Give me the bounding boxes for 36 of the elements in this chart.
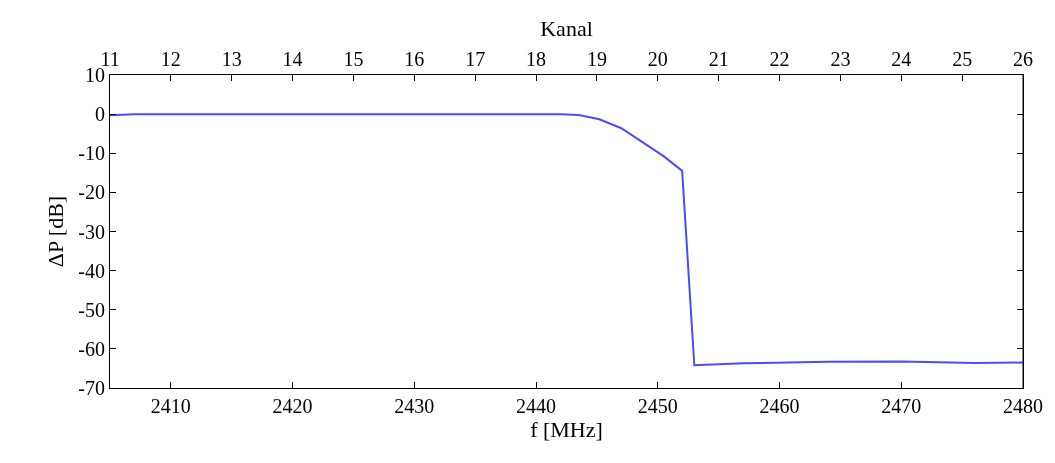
x2-tick-label: 22 [769,48,790,70]
y-tick-label: 0 [95,103,105,126]
x-tick-label: 2470 [881,395,922,417]
x2-tick-label: 25 [952,48,973,70]
y-tick-label: 10 [85,64,105,86]
x-axis-title: f [MHz] [530,417,603,442]
x-tick-label: 2420 [272,395,313,417]
x2-tick-label: 18 [526,48,547,70]
line-series [110,113,1023,367]
x2-tick-label: 20 [647,48,668,70]
y-tick-label: -20 [78,181,105,204]
x2-tick-label: 26 [1013,48,1033,70]
y-tick-label: -60 [78,337,105,360]
y-tick-label: -10 [78,142,105,165]
x2-tick-label: 15 [343,48,364,70]
x2-axis-title: Kanal [540,15,593,41]
x-tick-label: 2430 [394,395,435,417]
x-tick-label: 2460 [759,395,800,417]
x-tick-label: 2440 [516,395,557,417]
y-tick-label: -50 [78,298,105,321]
x-tick-label: 2450 [637,395,678,417]
x2-tick-label: 12 [160,48,181,70]
x2-tick-label: 14 [282,48,303,70]
x2-tick-label: 24 [891,48,912,70]
y-axis-title: ΔP [dB] [43,195,69,268]
y-tick-label: -30 [78,220,105,243]
x2-tick-label: 21 [708,48,729,70]
x-tick-label: 2410 [150,395,191,417]
x2-tick-label: 19 [586,48,607,70]
x2-tick-label: 16 [404,48,425,70]
y-tick-label: -70 [78,377,105,399]
y-tick-label: -40 [78,259,105,282]
x2-tick-label: 13 [221,48,242,70]
x2-tick-label: 23 [830,48,851,70]
x2-tick-label: 17 [465,48,486,70]
x-tick-label: 2480 [1003,395,1043,417]
